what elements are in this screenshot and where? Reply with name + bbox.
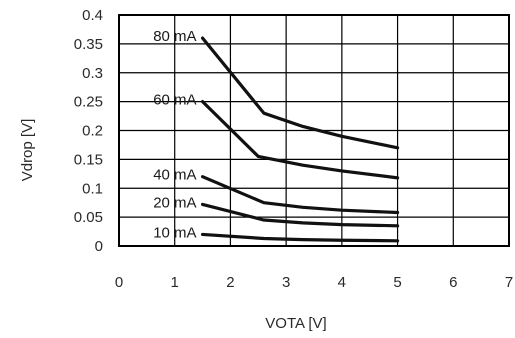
x-tick-labels: 0 1 2 3 4 5 6 7 bbox=[115, 274, 513, 291]
x-tick-label: 6 bbox=[449, 274, 457, 291]
y-tick-label: 0.3 bbox=[82, 65, 103, 82]
series-label: 40 mA bbox=[153, 167, 196, 184]
plot-frame bbox=[118, 14, 510, 247]
y-tick-label: 0 bbox=[95, 238, 103, 255]
y-tick-label: 0.15 bbox=[74, 151, 103, 168]
y-tick-label: 0.05 bbox=[74, 209, 103, 226]
x-tick-label: 0 bbox=[115, 274, 123, 291]
x-tick-label: 3 bbox=[282, 274, 290, 291]
x-axis-label: VOTA [V] bbox=[265, 315, 326, 332]
series-line bbox=[200, 202, 400, 228]
series-line bbox=[200, 232, 400, 243]
series-labels: 80 mA 60 mA 40 mA 20 mA 10 mA bbox=[153, 28, 196, 241]
y-tick-label: 0.25 bbox=[74, 94, 103, 111]
x-tick-label: 4 bbox=[338, 274, 346, 291]
x-tick-label: 7 bbox=[505, 274, 513, 291]
y-tick-labels: 0 0.05 0.1 0.15 0.2 0.25 0.3 0.35 0.4 bbox=[74, 7, 103, 255]
y-axis-label: Vdrop [V] bbox=[19, 119, 36, 182]
series-label: 20 mA bbox=[153, 194, 196, 211]
series-label: 60 mA bbox=[153, 92, 196, 109]
series-label: 10 mA bbox=[153, 224, 196, 241]
grid bbox=[119, 15, 509, 246]
series-line bbox=[200, 36, 400, 150]
y-tick-label: 0.1 bbox=[82, 180, 103, 197]
series-layer bbox=[200, 36, 400, 243]
y-tick-label: 0.35 bbox=[74, 36, 103, 53]
series-line bbox=[200, 100, 400, 180]
series-label: 80 mA bbox=[153, 28, 196, 45]
series-line bbox=[200, 175, 400, 215]
x-tick-label: 1 bbox=[171, 274, 179, 291]
y-tick-label: 0.4 bbox=[82, 7, 103, 24]
x-tick-label: 2 bbox=[226, 274, 234, 291]
y-tick-label: 0.2 bbox=[82, 123, 103, 140]
x-tick-label: 5 bbox=[393, 274, 401, 291]
